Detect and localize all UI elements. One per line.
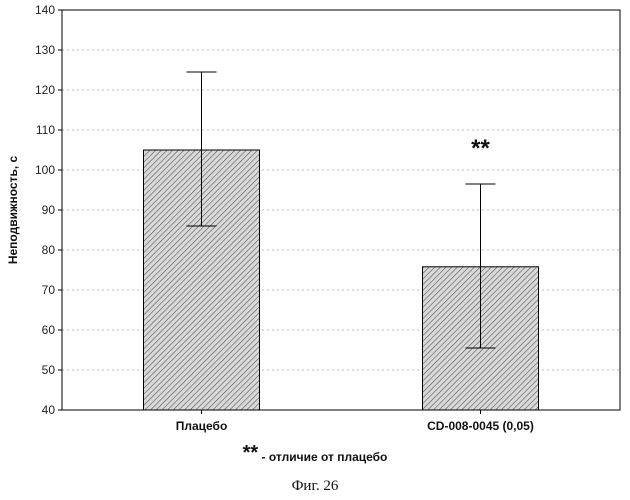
- y-axis: 40 50 60 70 80 90 100 110 120 130 140: [35, 3, 62, 417]
- y-tick-label: 50: [42, 363, 56, 377]
- y-tick-label: 110: [36, 123, 55, 137]
- bar-chart: 40 50 60 70 80 90 100 110 120 130 140 Плацебо CD-00…: [0, 0, 630, 440]
- bars: [144, 150, 539, 410]
- annotations: **: [471, 135, 490, 162]
- y-tick-label: 130: [35, 43, 55, 57]
- x-axis: Плацебо CD-008-0045 (0,05): [176, 410, 534, 433]
- y-tick-label: 60: [42, 323, 56, 337]
- y-axis-label: Неподвижность, с: [6, 156, 20, 265]
- y-tick-label: 90: [42, 203, 56, 217]
- significance-mark: **: [471, 135, 490, 162]
- footnote-text: - отличие от плацебо: [262, 450, 388, 464]
- x-tick-label: CD-008-0045 (0,05): [427, 419, 534, 433]
- figure-caption: Фиг. 26: [0, 478, 630, 495]
- x-tick-label: Плацебо: [176, 419, 228, 433]
- y-tick-label: 100: [35, 163, 55, 177]
- footnote-stars: **: [243, 442, 259, 464]
- footnote: ** - отличие от плацебо: [0, 442, 630, 465]
- y-tick-label: 120: [35, 83, 55, 97]
- y-tick-label: 80: [42, 243, 56, 257]
- y-tick-label: 140: [35, 3, 55, 17]
- y-tick-label: 70: [42, 283, 56, 297]
- y-tick-label: 40: [42, 403, 56, 417]
